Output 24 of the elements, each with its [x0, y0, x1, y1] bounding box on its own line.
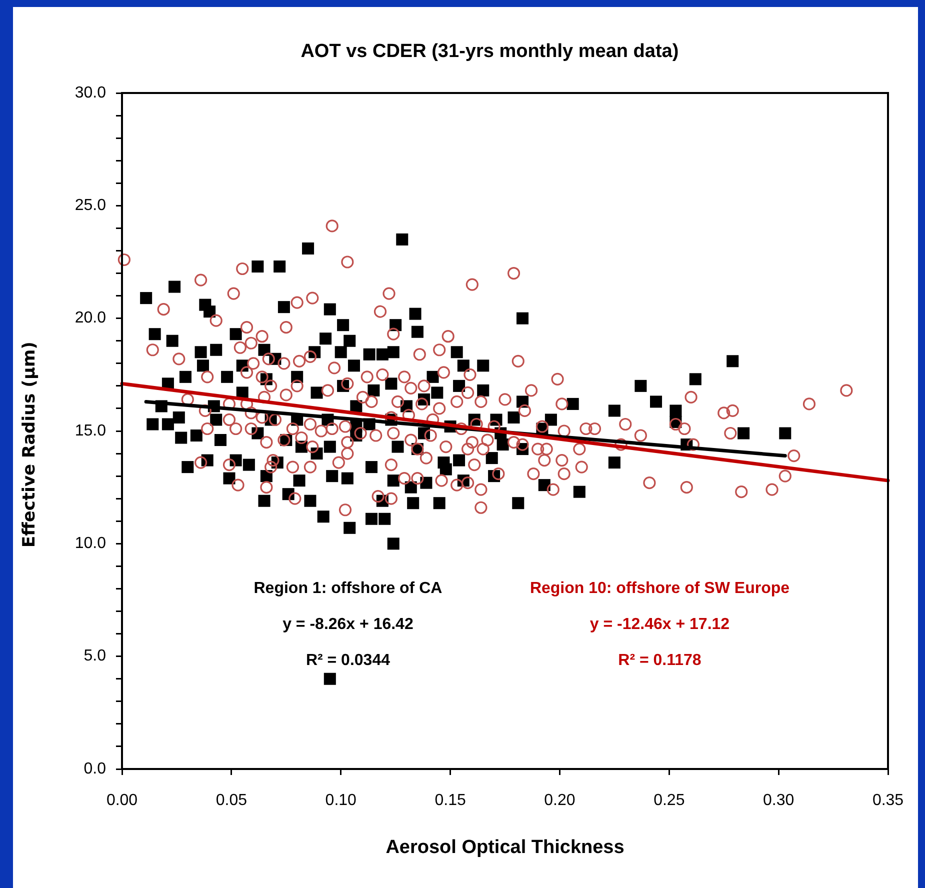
y-tick-label: 15.0	[74, 422, 106, 440]
x-tick-label: 0.05	[216, 792, 248, 810]
annotation: Region 10: offshore of SW Europe	[530, 580, 790, 597]
x-tick-label: 0.00	[106, 792, 138, 810]
x-tick-label: 0.30	[763, 792, 794, 810]
y-tick-label: 0.0	[84, 760, 106, 778]
annotation: y = -8.26x + 16.42	[282, 616, 414, 633]
annotation: y = -12.46x + 17.12	[590, 616, 730, 633]
y-tick-label: 30.0	[74, 84, 106, 102]
y-tick-label: 5.0	[84, 648, 106, 665]
annotation: R² = 0.0344	[306, 652, 390, 669]
y-axis-title: Effective Radius (μm)	[19, 342, 40, 548]
annotation: Region 1: offshore of CA	[254, 580, 443, 597]
y-tick-label: 20.0	[74, 310, 106, 327]
annotation: R² = 0.1178	[618, 652, 702, 669]
x-axis-title: Aerosol Optical Thickness	[386, 837, 624, 858]
y-tick-label: 25.0	[74, 197, 106, 214]
x-tick-label: 0.35	[872, 792, 904, 810]
chart-title: AOT vs CDER (31-yrs monthly mean data)	[300, 41, 679, 62]
x-tick-label: 0.15	[434, 792, 466, 810]
x-tick-label: 0.25	[654, 792, 685, 810]
y-tick-label: 10.0	[74, 535, 106, 552]
x-tick-label: 0.10	[325, 792, 357, 810]
x-tick-label: 0.20	[544, 792, 576, 810]
